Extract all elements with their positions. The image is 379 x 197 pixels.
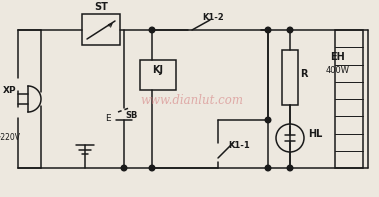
Circle shape xyxy=(149,165,155,171)
Bar xyxy=(282,50,298,105)
Bar xyxy=(82,14,120,45)
Circle shape xyxy=(121,165,127,171)
Text: ST: ST xyxy=(94,2,108,12)
Text: 400W: 400W xyxy=(326,66,350,75)
Circle shape xyxy=(265,165,271,171)
Bar xyxy=(335,30,363,168)
Text: SB: SB xyxy=(126,111,138,120)
Circle shape xyxy=(287,165,293,171)
Text: K1-1: K1-1 xyxy=(228,141,250,150)
Bar xyxy=(140,60,176,90)
Text: K1-2: K1-2 xyxy=(202,13,224,22)
Text: XP: XP xyxy=(3,86,17,95)
Circle shape xyxy=(265,27,271,33)
Text: KJ: KJ xyxy=(152,65,163,75)
Text: E: E xyxy=(105,113,111,123)
Text: HL: HL xyxy=(308,129,323,139)
Text: R: R xyxy=(300,69,307,79)
Text: EH: EH xyxy=(330,52,345,62)
Circle shape xyxy=(287,27,293,33)
Text: ~220V: ~220V xyxy=(0,133,20,142)
Circle shape xyxy=(265,117,271,123)
Text: www.dianlut.com: www.dianlut.com xyxy=(141,94,243,107)
Circle shape xyxy=(149,27,155,33)
